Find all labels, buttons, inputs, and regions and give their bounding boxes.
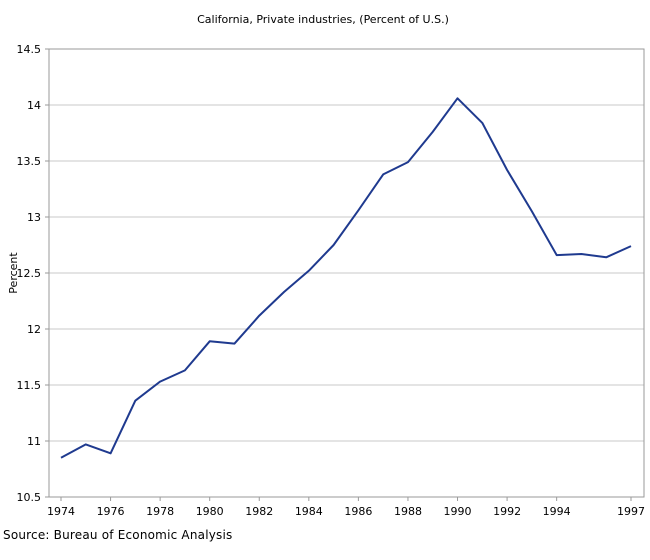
y-tick-label: 11.5 [17, 379, 42, 392]
y-tick-label: 14.5 [17, 43, 42, 56]
gridlines [49, 104, 644, 442]
y-tick-label: 10.5 [17, 491, 42, 504]
y-tick-label: 13 [27, 211, 41, 224]
series-line [60, 97, 632, 459]
x-tick-label: 1988 [394, 505, 422, 518]
y-tick-label: 11 [27, 435, 41, 448]
source-note: Source: Bureau of Economic Analysis [3, 528, 233, 542]
x-tick-label: 1990 [444, 505, 472, 518]
y-axis-label: Percent [7, 252, 20, 294]
x-tick-label: 1992 [493, 505, 521, 518]
x-tick-label: 1982 [245, 505, 273, 518]
x-tick-label: 1980 [196, 505, 224, 518]
y-tick-label: 14 [27, 99, 41, 112]
y-axis: 10.5 11 11.5 12 12.5 13 13.5 14 14.5 [17, 43, 49, 504]
x-tick-label: 1986 [344, 505, 372, 518]
x-tick-label: 1978 [146, 505, 174, 518]
x-tick-label: 1974 [47, 505, 75, 518]
y-tick-label: 12.5 [17, 267, 42, 280]
chart-title: California, Private industries, (Percent… [197, 13, 449, 26]
y-tick-label: 13.5 [17, 155, 42, 168]
x-tick-label: 1994 [543, 505, 571, 518]
x-tick-label: 1997 [617, 505, 645, 518]
x-tick-label: 1976 [97, 505, 125, 518]
x-tick-label: 1984 [295, 505, 323, 518]
series-group [60, 97, 632, 459]
x-axis: 1974 1976 1978 1980 1982 1984 1986 1988 1990 1992… [47, 497, 645, 518]
y-tick-label: 12 [27, 323, 41, 336]
